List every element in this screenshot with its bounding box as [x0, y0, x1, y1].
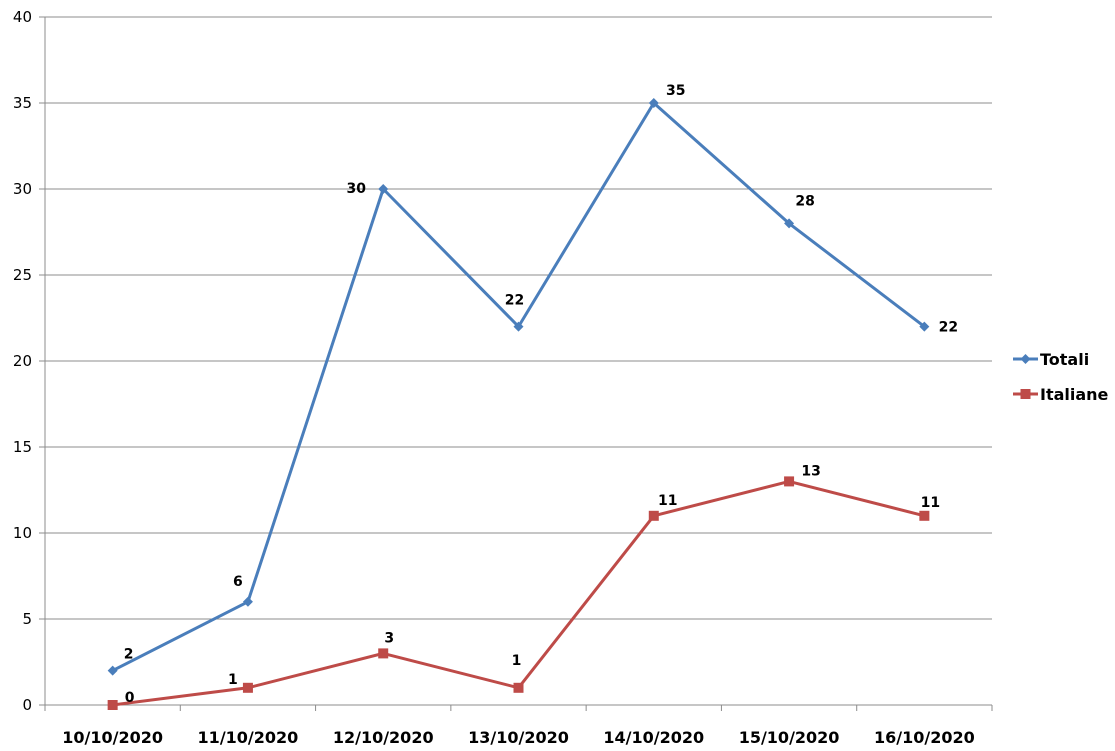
data-point-italiane — [784, 476, 795, 487]
data-label: 1 — [228, 672, 238, 688]
legend-label-totali: Totali — [1040, 350, 1089, 369]
data-label: 11 — [658, 493, 677, 509]
data-point-italiane — [919, 510, 930, 521]
legend-marker-totali — [1020, 354, 1031, 364]
y-tick-label: 35 — [13, 94, 32, 112]
legend: Totali Italiane — [1013, 350, 1109, 404]
x-tick-label: 10/10/2020 — [62, 728, 163, 747]
data-point-italiane — [648, 510, 659, 521]
data-label: 6 — [233, 574, 243, 590]
y-tick-label: 30 — [13, 180, 32, 198]
grid-lines — [45, 16, 992, 620]
data-point-italiane — [378, 648, 389, 659]
data-label: 13 — [801, 463, 820, 479]
series — [107, 98, 930, 710]
data-point-italiane — [242, 682, 253, 693]
data-label: 11 — [921, 495, 940, 511]
x-axis-tick-labels: 10/10/2020 11/10/2020 12/10/2020 13/10/2020… — [62, 728, 974, 747]
x-tick-label: 12/10/2020 — [333, 728, 434, 747]
y-tick-label: 15 — [13, 438, 32, 456]
data-point-totali — [378, 184, 389, 194]
y-tick-label: 10 — [13, 524, 32, 542]
legend-label-italiane: Italiane — [1040, 385, 1109, 404]
y-tick-label: 0 — [22, 696, 32, 714]
data-point-totali — [648, 98, 659, 108]
data-point-totali — [242, 596, 253, 607]
data-label: 3 — [384, 630, 394, 646]
data-point-totali — [784, 218, 795, 229]
data-label: 22 — [505, 293, 524, 309]
data-label: 1 — [512, 653, 522, 669]
x-tick-label: 14/10/2020 — [603, 728, 704, 747]
x-tick-label: 13/10/2020 — [468, 728, 569, 747]
data-point-italiane — [107, 700, 118, 710]
data-label: 0 — [125, 690, 135, 706]
data-point-totali — [107, 665, 118, 676]
data-point-totali — [513, 321, 524, 332]
y-tick-label: 5 — [22, 610, 32, 628]
data-label: 30 — [346, 181, 366, 197]
y-axis-tick-labels: 0 5 10 15 20 25 30 35 40 — [13, 8, 32, 714]
y-tick-label: 40 — [13, 8, 32, 26]
data-label: 35 — [666, 83, 685, 99]
x-tick-label: 16/10/2020 — [874, 728, 975, 747]
data-label: 22 — [939, 320, 958, 336]
legend-marker-italiane — [1020, 389, 1031, 399]
x-tick-label: 15/10/2020 — [739, 728, 840, 747]
data-point-italiane — [513, 682, 524, 693]
data-point-totali — [919, 321, 930, 332]
data-label: 2 — [124, 647, 134, 663]
y-tick-label: 25 — [13, 266, 32, 284]
axes — [39, 16, 993, 711]
x-tick-label: 11/10/2020 — [198, 728, 299, 747]
data-label: 28 — [795, 193, 814, 209]
y-tick-label: 20 — [13, 352, 32, 370]
